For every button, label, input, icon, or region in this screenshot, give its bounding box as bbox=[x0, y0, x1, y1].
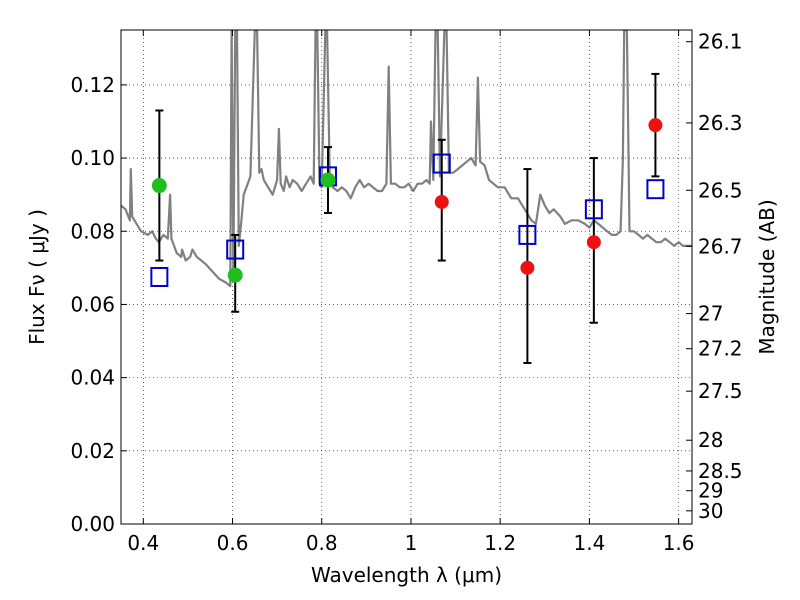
y2-tick-label: 26.3 bbox=[698, 111, 743, 135]
x-tick-label: 1.2 bbox=[484, 531, 516, 555]
y2-tick-label: 26.5 bbox=[698, 178, 743, 202]
y2-tick-label: 28 bbox=[698, 428, 723, 452]
green-point bbox=[151, 178, 167, 194]
y-tick-label: 0.08 bbox=[70, 219, 115, 243]
y2-tick-label: 27 bbox=[698, 302, 723, 326]
plot-area bbox=[121, 30, 692, 364]
y2-tick-label: 27.2 bbox=[698, 337, 743, 361]
model-photometry-square bbox=[226, 239, 245, 260]
y-tick-label: 0.00 bbox=[70, 512, 115, 536]
grid bbox=[121, 30, 692, 525]
y-tick-label: 0.04 bbox=[70, 366, 115, 390]
red-point bbox=[586, 235, 601, 250]
model-photometry-square bbox=[584, 199, 603, 220]
model-photometry-square bbox=[150, 267, 169, 287]
y2-tick-label: 30 bbox=[698, 499, 723, 523]
x-tick-label: 1.4 bbox=[573, 531, 605, 555]
x-tick-label: 1 bbox=[405, 531, 418, 555]
x-tick-label: 0.8 bbox=[306, 531, 338, 555]
model-spectrum-line bbox=[121, 30, 692, 288]
y2-tick-label: 26.1 bbox=[698, 30, 743, 54]
red-point bbox=[648, 118, 663, 133]
model-photometry-square bbox=[646, 179, 665, 200]
red-point bbox=[520, 260, 535, 275]
y-tick-label: 0.06 bbox=[70, 292, 115, 316]
axis-ticks: 0.4 0.6 0.8 1 1.2 1.4 1.6 0.00 0.02 0.04 0.06 0.08 0… bbox=[70, 30, 742, 555]
x-axis-label: Wavelength λ (μm) bbox=[311, 563, 502, 587]
red-point bbox=[434, 194, 449, 209]
y-tick-label: 0.02 bbox=[70, 439, 115, 463]
y2-tick-label: 28.5 bbox=[698, 459, 743, 483]
y2-tick-label: 27.5 bbox=[698, 379, 743, 403]
y-axis-label: Flux Fν ( μJy ) bbox=[25, 209, 49, 345]
y2-tick-label: 26.7 bbox=[698, 234, 743, 258]
y2-tick-label: 29 bbox=[698, 479, 723, 503]
y2-axis-label: Magnitude (AB) bbox=[755, 199, 779, 354]
green-point bbox=[320, 172, 336, 188]
green-point bbox=[227, 267, 243, 283]
y-tick-label: 0.10 bbox=[70, 146, 115, 170]
x-tick-label: 1.6 bbox=[663, 531, 695, 555]
model-photometry-square bbox=[432, 153, 451, 174]
plot-frame bbox=[120, 29, 693, 525]
model-photometry-square bbox=[518, 224, 537, 245]
x-tick-label: 0.4 bbox=[127, 531, 159, 555]
y-tick-label: 0.12 bbox=[70, 73, 115, 97]
x-tick-label: 0.6 bbox=[217, 531, 249, 555]
